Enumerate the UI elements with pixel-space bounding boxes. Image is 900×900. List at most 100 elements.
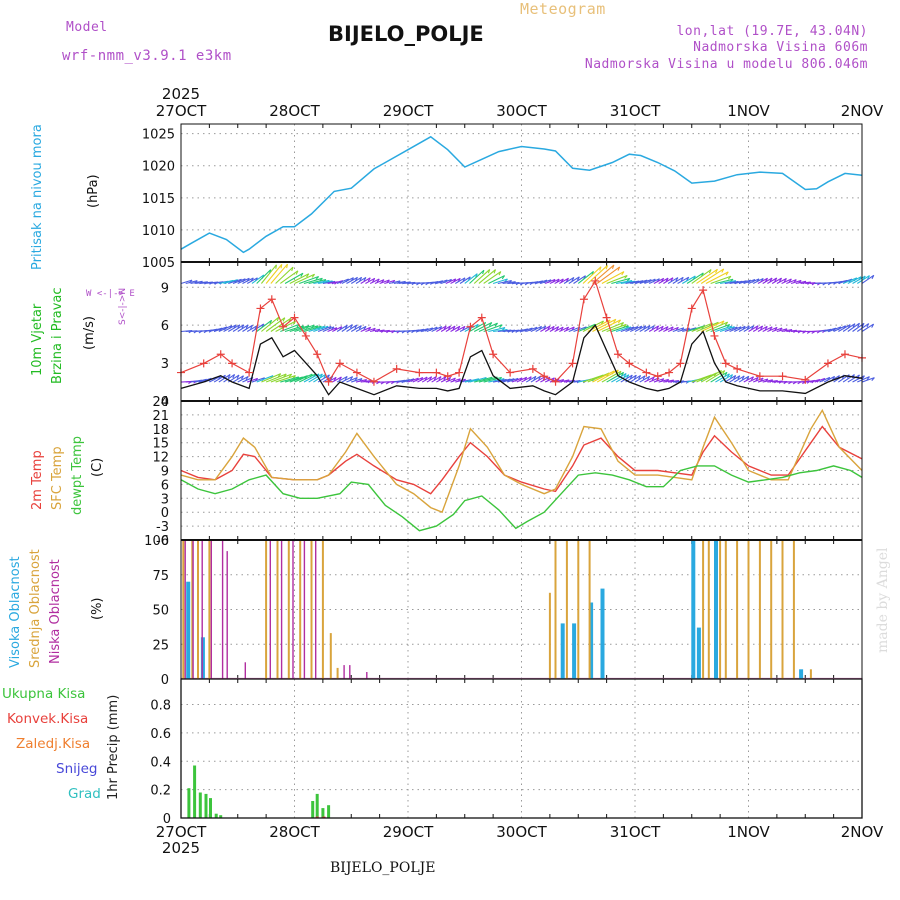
cloud-mid-bar: [724, 540, 727, 679]
wind-barb: [341, 324, 353, 332]
cloud-mid-bar: [287, 540, 290, 679]
wind-barb-head: [376, 278, 380, 283]
wind-barb: [667, 326, 679, 333]
wind-barb: [341, 277, 354, 284]
precip-total-bar: [204, 793, 208, 818]
precip-total-bar: [198, 792, 202, 818]
wind-barb: [762, 326, 773, 332]
wind-barb: [195, 281, 208, 285]
wind-barb: [218, 325, 233, 333]
wind-barb: [696, 372, 717, 383]
wind-barb: [365, 277, 376, 284]
wind-barb: [421, 376, 432, 383]
panel-frame: [180, 123, 863, 263]
wind-gust-marker: [415, 368, 424, 377]
cloud-high-bar: [560, 623, 565, 679]
wind-barb: [228, 278, 242, 285]
wind-barb: [379, 279, 390, 284]
wind-barb: [601, 322, 624, 333]
wind-barb: [256, 269, 272, 284]
wind-barb: [213, 374, 226, 383]
wind-barb: [322, 326, 335, 333]
wind-barb: [445, 278, 457, 284]
temp-tick-label: -6: [156, 534, 169, 549]
wind-barb-head: [443, 376, 447, 381]
wind-barb: [691, 269, 712, 284]
wind-barb: [232, 278, 246, 284]
wind-barb-head: [344, 376, 348, 381]
cloud-low-bar: [192, 540, 194, 679]
wind-barb: [294, 373, 313, 383]
wind-barb: [658, 326, 669, 332]
wind-barb: [336, 375, 348, 383]
wind-barb-head: [277, 373, 282, 378]
wind-barb-head: [547, 325, 551, 330]
cloud-high-bar: [691, 540, 696, 679]
wind-barb-head: [626, 278, 631, 282]
legend-freezing-rain: Zaledj.Kisa: [16, 736, 91, 752]
wind-barb-head: [475, 273, 478, 278]
wind-barb: [743, 278, 756, 284]
wind-barb-head: [623, 373, 627, 378]
cloud-mid-bar: [310, 540, 313, 679]
wind-barb: [303, 325, 322, 333]
wind-barb-head: [675, 277, 679, 282]
precip-tick-label: 0.4: [150, 755, 171, 770]
lonlat-label: lon,lat (19.7E, 43.04N): [676, 24, 868, 39]
wind-barb: [289, 325, 310, 333]
wind-barb: [275, 375, 296, 383]
wind-barb: [596, 266, 621, 284]
wind-barb: [242, 324, 253, 332]
wind-barb: [639, 375, 650, 383]
cloud-tick-label: 75: [152, 569, 169, 584]
wind-barb: [440, 376, 451, 383]
wind-barb: [629, 375, 641, 383]
bottom-year-label: 2025: [162, 839, 200, 857]
wind-barb: [403, 378, 415, 383]
wind-barb-head: [715, 269, 718, 274]
wind-barb: [535, 279, 548, 285]
wind-barb: [748, 325, 759, 332]
cloud-mid-bar: [329, 633, 332, 679]
cloud-mid-bar: [548, 592, 551, 679]
wind-barb-head: [452, 325, 456, 330]
cloud-tick-label: 0: [161, 673, 169, 688]
wind-gust-marker: [279, 322, 288, 331]
wind-barb-head: [852, 323, 856, 328]
wind-barb-head: [433, 376, 437, 381]
wind-barb-head: [533, 376, 537, 381]
wind-barb: [630, 280, 644, 285]
wind-barb: [265, 317, 286, 332]
wind-gust-marker: [591, 276, 600, 285]
wind-gust-marker: [392, 364, 401, 373]
wind-barb: [223, 279, 238, 285]
wind-barb-head: [359, 277, 363, 282]
cloud-mid-bar: [781, 540, 784, 679]
cloud-mid-bar: [191, 540, 194, 679]
wind-barb: [568, 380, 581, 383]
temp-tick-label: 18: [152, 423, 169, 438]
wind-barb: [611, 277, 630, 285]
wind-barb: [724, 375, 737, 383]
pressure-tick-label: 1025: [142, 128, 175, 143]
wind-barb: [284, 376, 303, 383]
wind-barb: [360, 277, 371, 284]
top-date-label: 29OCT: [383, 102, 434, 120]
wind-barb: [473, 322, 493, 332]
wind-barb: [724, 326, 738, 333]
wind-barb: [833, 325, 846, 332]
pressure-tick-label: 1020: [142, 160, 175, 175]
wind-barb: [625, 280, 640, 285]
wind-gust-marker: [245, 368, 254, 377]
wind-barb: [554, 278, 564, 284]
wind-barb-head: [764, 277, 769, 282]
top-date-label: 31OCT: [610, 102, 661, 120]
wind-barb: [559, 379, 570, 383]
cloud-low-bar: [201, 540, 203, 679]
wind-barb: [473, 269, 491, 284]
wind-barb: [700, 370, 722, 383]
wind-barb: [691, 374, 712, 383]
wind-gust-marker: [466, 322, 475, 331]
wind-barb: [237, 376, 249, 383]
wind-barb: [209, 327, 223, 333]
